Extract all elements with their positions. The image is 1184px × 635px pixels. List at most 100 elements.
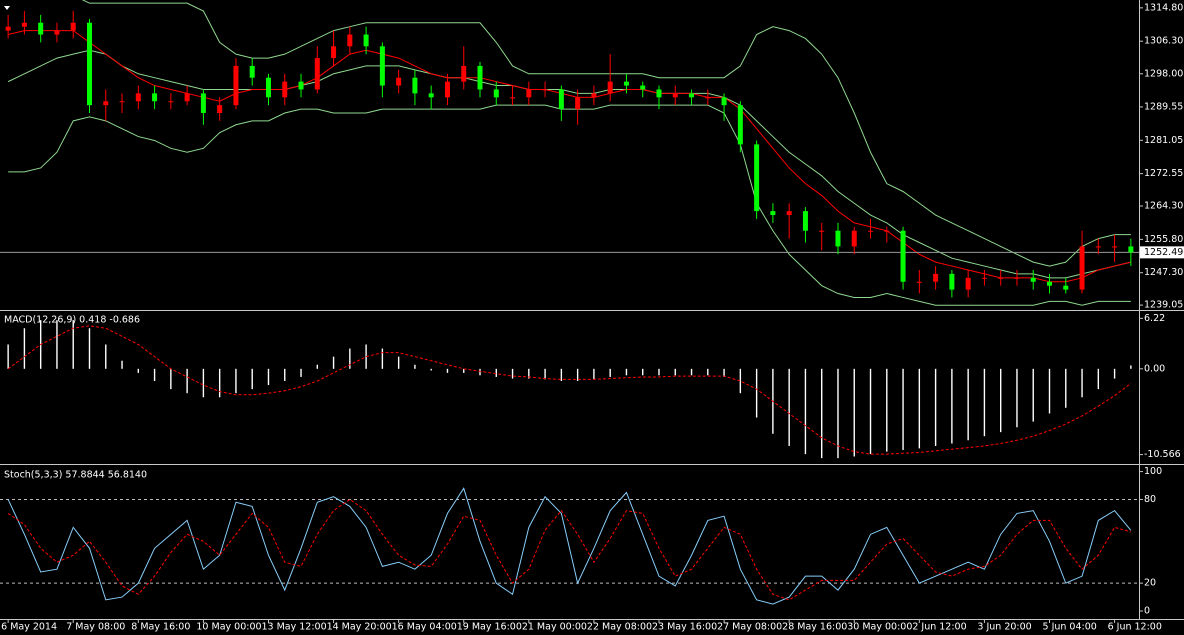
candle-body <box>721 97 727 106</box>
candle-body <box>542 89 548 91</box>
last-price-box <box>1140 246 1184 259</box>
candle-body <box>558 89 564 110</box>
candle-body <box>184 93 190 102</box>
y-tick-label: 1306.30 <box>1144 36 1183 47</box>
indicator-title: MACD(12,26,9) 0.418 -0.686 <box>4 315 140 326</box>
candle-body <box>526 89 532 98</box>
y-tick-label: 100 <box>1144 466 1162 477</box>
candle-body <box>168 101 174 103</box>
candle-body <box>916 281 922 283</box>
x-tick-label: 27 May 08:00 <box>717 622 782 633</box>
candle-body <box>347 34 353 47</box>
candle-body <box>705 97 711 99</box>
x-tick-label: 5 Jun 04:00 <box>1043 622 1097 633</box>
candle-body <box>884 230 890 232</box>
candle-body <box>493 89 499 98</box>
indicator-line <box>81 0 1131 267</box>
candle-body <box>331 46 337 59</box>
candle-body <box>200 93 206 114</box>
candle-body <box>591 93 597 98</box>
y-tick-label: 1281.05 <box>1144 135 1183 146</box>
candle-body <box>249 65 255 78</box>
candle-body <box>233 65 239 106</box>
y-tick-label: 6.22 <box>1144 313 1165 324</box>
x-tick-label: 23 May 16:00 <box>652 622 717 633</box>
y-tick-label: 1264.30 <box>1144 201 1183 212</box>
x-tick-label: 8 May 16:00 <box>131 622 190 633</box>
last-price-label: 1252.49 <box>1144 247 1183 258</box>
candle-body <box>135 93 141 102</box>
candle-body <box>461 65 467 82</box>
candle-body <box>396 77 402 86</box>
candle-body <box>1095 246 1101 248</box>
x-tick-label: 6 May 2014 <box>1 622 57 633</box>
candle-body <box>737 105 743 145</box>
x-tick-label: 22 May 08:00 <box>587 622 652 633</box>
x-tick-label: 7 May 08:00 <box>66 622 125 633</box>
x-tick-label: 28 May 16:00 <box>782 622 847 633</box>
candle-body <box>1128 246 1134 253</box>
x-tick-label: 6 Jun 12:00 <box>1108 622 1162 633</box>
y-tick-label: 0 <box>1144 606 1150 617</box>
candle-body <box>949 273 955 290</box>
candle-body <box>786 211 792 216</box>
candle-body <box>819 230 825 232</box>
candle-body <box>363 34 369 47</box>
panel <box>7 320 1132 459</box>
candle-body <box>21 22 27 27</box>
candle-body <box>217 105 223 114</box>
y-tick-label: 1289.55 <box>1144 101 1183 112</box>
candle-body <box>103 101 109 106</box>
candle-body <box>119 101 125 103</box>
candle-body <box>623 81 629 86</box>
x-tick-label: 2 Jun 12:00 <box>912 622 966 633</box>
candle-body <box>1112 246 1118 248</box>
candle-body <box>802 211 808 231</box>
candle-body <box>689 93 695 98</box>
x-tick-label: 3 Jun 20:00 <box>977 622 1031 633</box>
candle-body <box>1063 285 1069 290</box>
candle-body <box>477 65 483 90</box>
candle-body <box>607 81 613 94</box>
candle-body <box>70 22 76 31</box>
y-tick-label: 20 <box>1144 578 1156 589</box>
candle-body <box>265 77 271 98</box>
candle-body <box>640 85 646 90</box>
stoch-signal-line <box>7 498 1131 601</box>
candle-body <box>38 22 44 35</box>
x-tick-label: 14 May 20:00 <box>327 622 392 633</box>
candle-body <box>1047 281 1053 286</box>
candle-body <box>5 26 11 31</box>
candle-body <box>298 81 304 90</box>
candle-body <box>998 277 1004 279</box>
candle-body <box>575 97 581 110</box>
y-tick-label: 0.00 <box>1144 363 1165 374</box>
y-tick-label: 1298.00 <box>1144 68 1183 79</box>
candle-body <box>152 93 158 102</box>
panel <box>0 487 1139 605</box>
candle-body <box>770 211 776 216</box>
candle-body <box>754 144 760 212</box>
candle-body <box>672 93 678 98</box>
candle-body <box>981 277 987 279</box>
y-tick-label: 1272.55 <box>1144 168 1183 179</box>
indicator-line <box>8 104 1131 306</box>
x-tick-label: 10 May 00:00 <box>196 622 261 633</box>
y-tick-label: 1239.05 <box>1144 300 1183 311</box>
candle-body <box>656 89 662 98</box>
y-tick-label: -10.566 <box>1144 449 1181 460</box>
candle-body <box>282 81 288 98</box>
indicator-line <box>8 30 1131 283</box>
candle-body <box>900 230 906 282</box>
stoch-main-line <box>7 487 1132 605</box>
candle-body <box>835 230 841 247</box>
candle-body <box>1014 277 1020 279</box>
x-tick-label: 30 May 00:00 <box>847 622 912 633</box>
signal-line <box>7 325 1132 455</box>
x-tick-label: 21 May 00:00 <box>522 622 587 633</box>
candle-body <box>1030 277 1036 282</box>
candle-body <box>86 22 92 106</box>
candle-body <box>314 58 320 90</box>
